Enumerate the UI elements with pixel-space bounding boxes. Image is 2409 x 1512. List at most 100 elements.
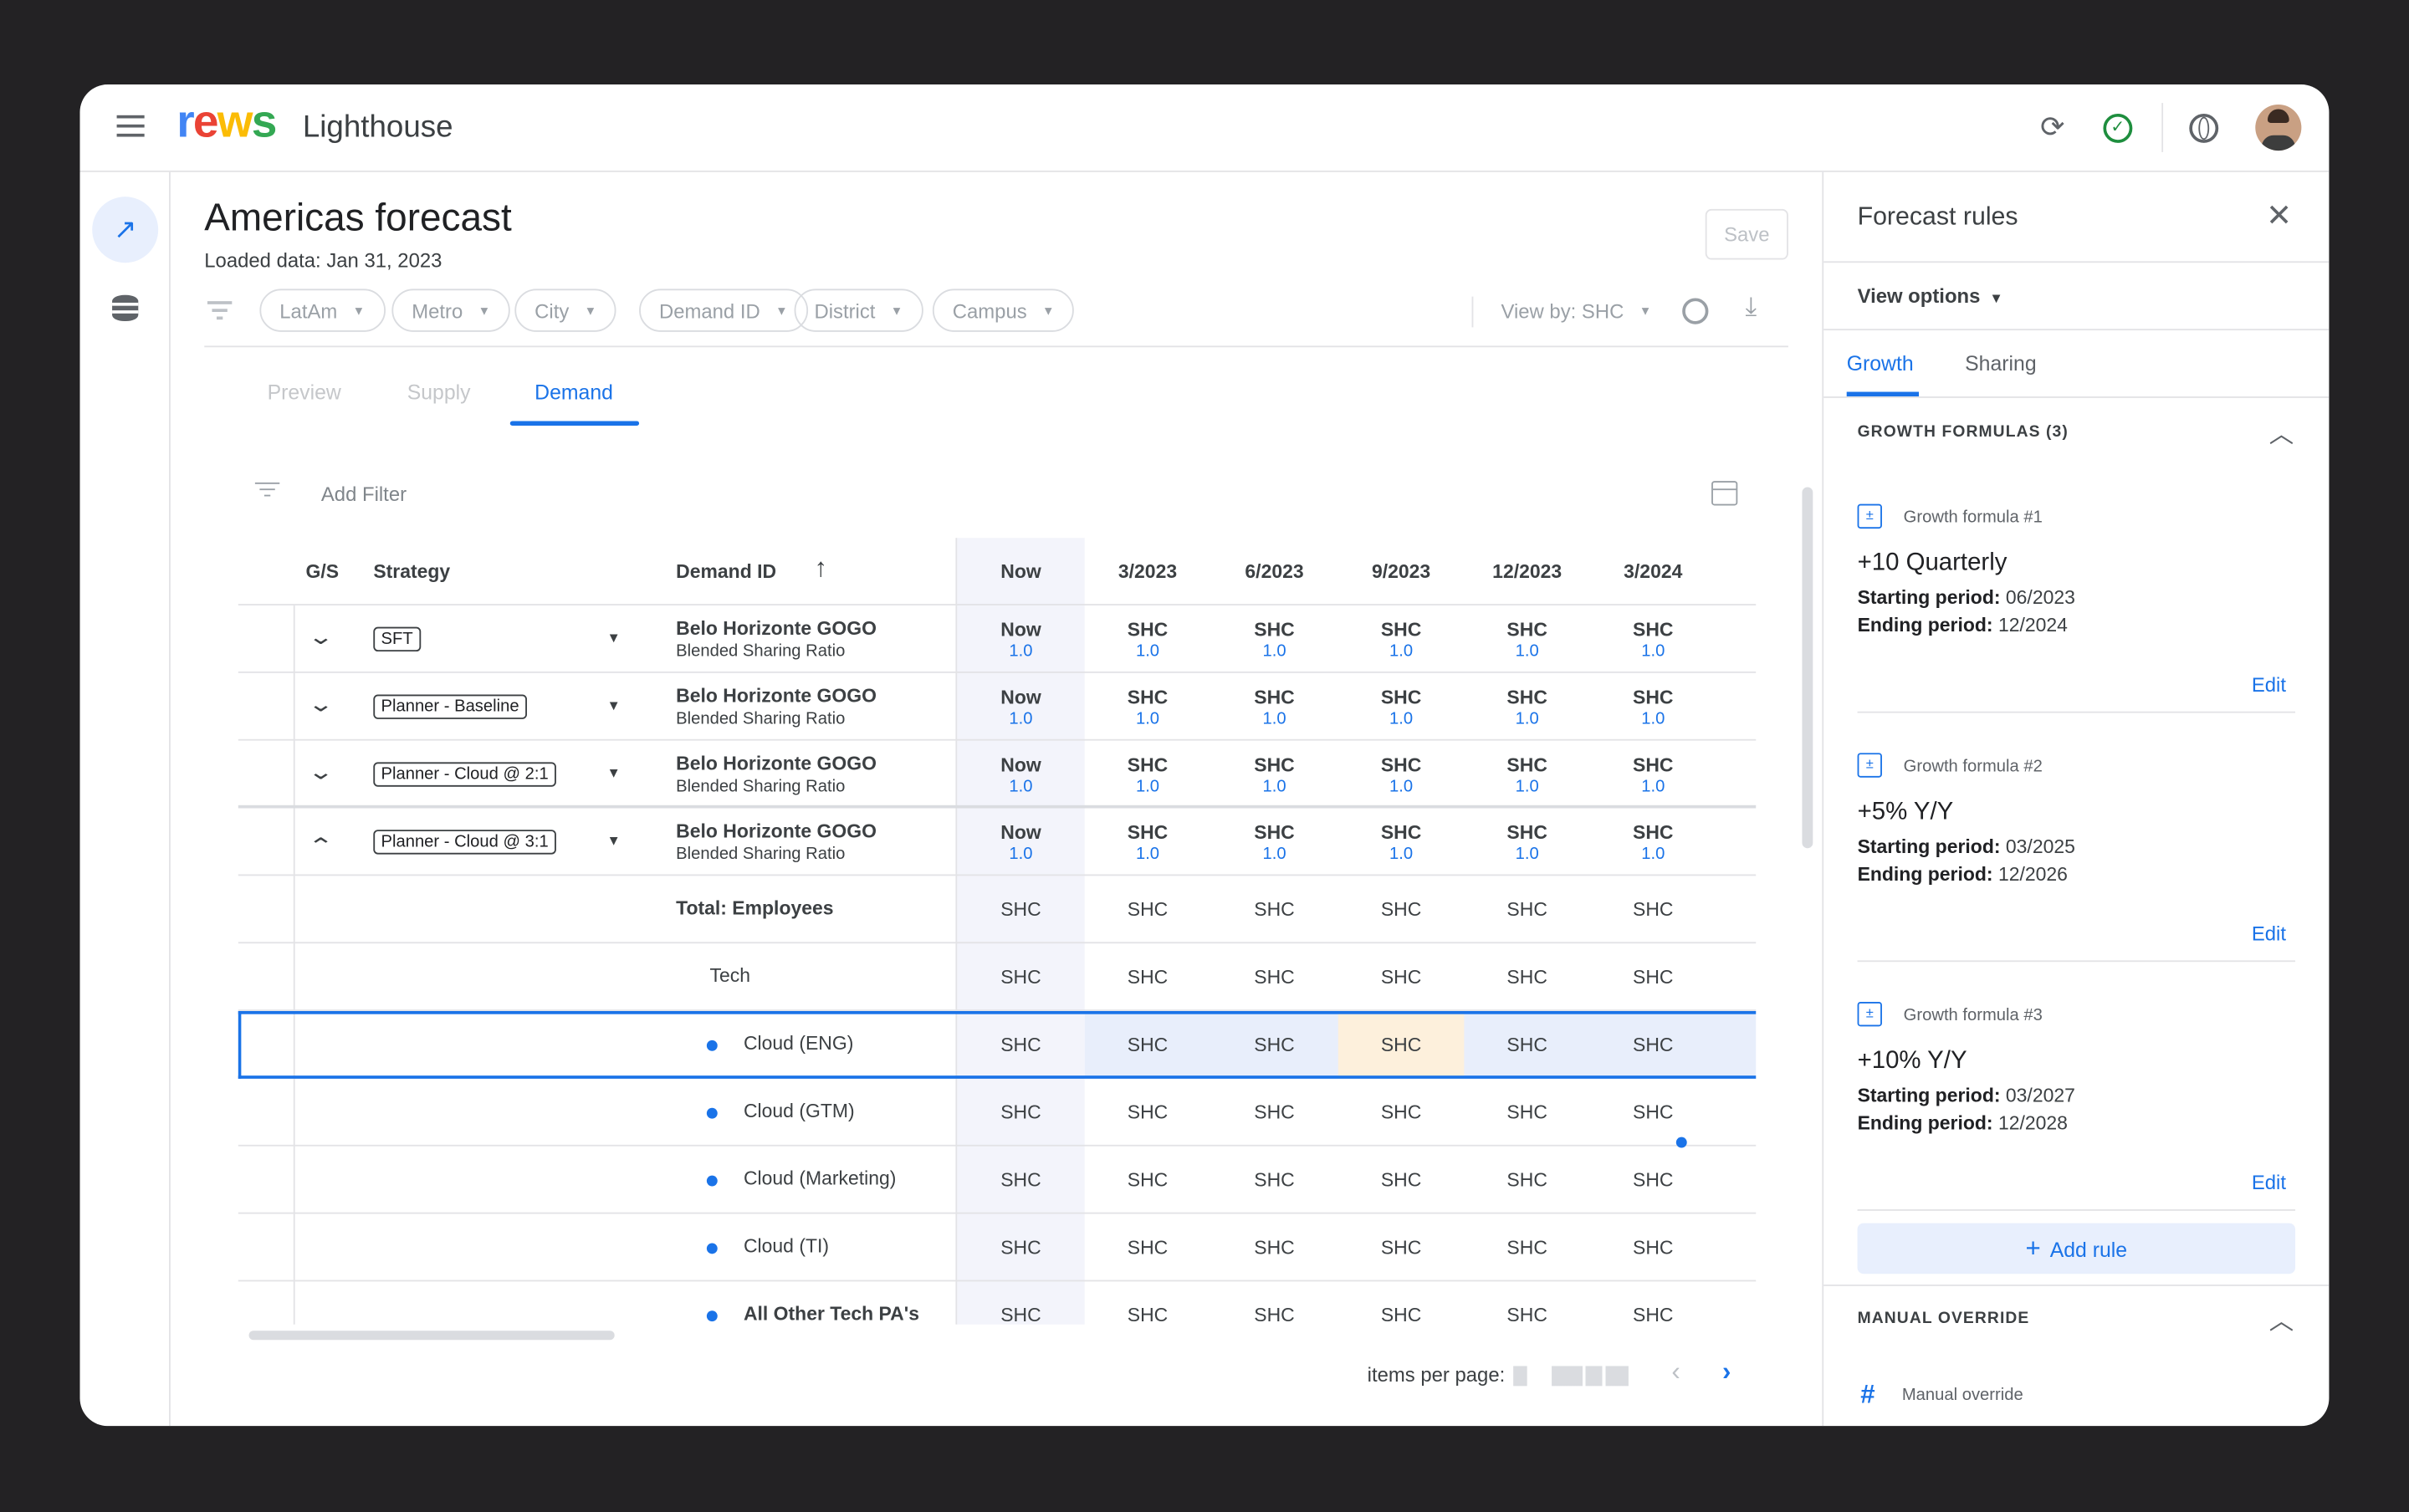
strategy-dropdown-icon[interactable]: ▼: [606, 832, 621, 849]
column-header-6[interactable]: 6: [1716, 538, 1757, 605]
edit-button[interactable]: Edit: [2251, 922, 2287, 946]
collapse-icon[interactable]: ︿: [2268, 422, 2294, 449]
filter-chip-district[interactable]: District ▼: [794, 289, 923, 332]
strategy-dropdown-icon[interactable]: ▼: [606, 765, 621, 781]
column-header-g-s[interactable]: G/S: [305, 560, 340, 583]
table-cell[interactable]: SHC 1.0: [1210, 741, 1337, 809]
filter-chip-latam[interactable]: LatAm ▼: [259, 289, 386, 332]
table-cell[interactable]: SHC: [1338, 1079, 1465, 1147]
table-cell[interactable]: SHC: [957, 876, 1084, 943]
table-cell[interactable]: SHC: [1590, 1011, 1716, 1079]
table-row[interactable]: All Other Tech PA's SHC SHC SHC SHC SHC SHC: [238, 1281, 1757, 1325]
table-cell[interactable]: SHC: [1210, 1281, 1337, 1325]
items-per-page-select[interactable]: [1513, 1366, 1527, 1387]
table-cell[interactable]: SHC: [1338, 1147, 1465, 1214]
close-icon[interactable]: ✕: [2266, 199, 2292, 234]
table-cell[interactable]: SHC: [1590, 1147, 1716, 1214]
table-cell[interactable]: SHC: [1085, 1147, 1211, 1214]
table-cell[interactable]: SHC: [1210, 943, 1337, 1011]
table-cell[interactable]: SHC: [1590, 1079, 1716, 1147]
column-header-now[interactable]: Now: [1000, 560, 1041, 583]
table-filter-icon[interactable]: [254, 482, 280, 497]
horizontal-scrollbar[interactable]: [248, 1331, 615, 1341]
next-page-button[interactable]: ›: [1721, 1356, 1731, 1387]
vertical-scrollbar[interactable]: [1802, 487, 1813, 849]
table-cell[interactable]: SHC: [1590, 876, 1716, 943]
table-row[interactable]: Total: Employees SHC SHC SHC SHC SHC SHC: [238, 876, 1757, 944]
prev-page-button[interactable]: ‹: [1671, 1356, 1680, 1387]
table-cell[interactable]: SHC: [957, 1079, 1084, 1147]
edit-button[interactable]: Edit: [2251, 672, 2287, 697]
expand-chevron-icon[interactable]: ⌄: [307, 623, 335, 649]
table-columns-icon[interactable]: [1711, 481, 1738, 506]
expand-chevron-icon[interactable]: ⌄: [307, 691, 335, 717]
table-cell[interactable]: SHC: [1464, 1079, 1590, 1147]
expand-chevron-icon[interactable]: ⌃: [307, 832, 335, 858]
table-cell[interactable]: SHC: [1210, 1214, 1337, 1282]
table-cell[interactable]: SHC 1.0: [1085, 808, 1211, 876]
table-cell[interactable]: SHC: [1590, 943, 1716, 1011]
table-cell[interactable]: SHC 1.0: [1210, 673, 1337, 741]
filter-icon[interactable]: [207, 301, 233, 320]
table-cell[interactable]: SHC: [1085, 1214, 1211, 1282]
table-cell[interactable]: SHC 1.0: [1338, 808, 1465, 876]
table-row[interactable]: Cloud (Marketing) SHC SHC SHC SHC SHC SHC: [238, 1147, 1757, 1214]
table-cell[interactable]: SHC 1.0: [1590, 741, 1716, 809]
table-cell[interactable]: Now 1.0: [957, 808, 1084, 876]
table-row[interactable]: Tech SHC SHC SHC SHC SHC SHC: [238, 943, 1757, 1012]
table-cell[interactable]: SHC: [1210, 1147, 1337, 1214]
table-cell[interactable]: SHC: [1210, 1079, 1337, 1147]
table-cell[interactable]: SHC 1.0: [1338, 741, 1465, 809]
table-cell[interactable]: SHC: [1464, 943, 1590, 1011]
table-cell[interactable]: SHC: [1338, 1214, 1465, 1282]
table-cell[interactable]: SHC 1.0: [1085, 673, 1211, 741]
table-cell[interactable]: SHC: [1590, 1214, 1716, 1282]
table-cell[interactable]: Now 1.0: [957, 605, 1084, 673]
filter-chip-demand-id[interactable]: Demand ID ▼: [639, 289, 808, 332]
column-header-9-2023[interactable]: 9/2023: [1371, 560, 1431, 583]
table-cell[interactable]: SHC: [957, 1147, 1084, 1214]
column-header-12-2023[interactable]: 12/2023: [1492, 560, 1563, 583]
table-cell[interactable]: SHC: [1464, 1147, 1590, 1214]
column-header-3-2023[interactable]: 3/2023: [1118, 560, 1178, 583]
view-by-select[interactable]: View by: SHC ▼: [1501, 299, 1651, 323]
filter-chip-city[interactable]: City ▼: [514, 289, 617, 332]
table-cell[interactable]: SHC 1.0: [1464, 605, 1590, 673]
table-cell[interactable]: SHC: [1338, 1011, 1465, 1079]
table-cell[interactable]: SHC: [1085, 943, 1211, 1011]
table-cell[interactable]: SHC: [957, 1281, 1084, 1325]
table-cell[interactable]: SHC: [1085, 1011, 1211, 1079]
table-cell[interactable]: SHC: [1338, 1281, 1465, 1325]
tab-supply[interactable]: Supply: [407, 381, 471, 405]
tab-preview[interactable]: Preview: [267, 381, 341, 405]
manual-override-item[interactable]: Manual override: [1901, 1386, 2023, 1405]
filter-chip-metro[interactable]: Metro ▼: [391, 289, 511, 332]
table-cell[interactable]: SHC: [1085, 876, 1211, 943]
table-row[interactable]: ⌃ Planner - Cloud @ 3:1 ▼ Belo Horizonte GO…: [238, 808, 1757, 876]
table-cell[interactable]: SHC: [1590, 1281, 1716, 1325]
table-cell[interactable]: SHC 1.0: [1085, 605, 1211, 673]
table-cell[interactable]: SHC 1.0: [1210, 808, 1337, 876]
table-cell[interactable]: SHC: [1464, 1281, 1590, 1325]
expand-chevron-icon[interactable]: ⌄: [307, 759, 335, 784]
nav-forecast-trend-icon[interactable]: ↗: [92, 197, 159, 263]
table-cell[interactable]: Now 1.0: [957, 741, 1084, 809]
table-cell[interactable]: SHC 1.0: [1464, 673, 1590, 741]
tab-growth[interactable]: Growth: [1846, 351, 1914, 375]
table-row[interactable]: Cloud (GTM) SHC SHC SHC SHC SHC SHC: [238, 1079, 1757, 1147]
globe-icon[interactable]: [2189, 113, 2219, 143]
table-row[interactable]: Cloud (TI) SHC SHC SHC SHC SHC SHC: [238, 1214, 1757, 1282]
table-row[interactable]: Cloud (ENG) SHC SHC SHC SHC SHC SHC: [238, 1011, 1757, 1079]
download-icon[interactable]: ⤓: [1745, 292, 1757, 322]
table-cell[interactable]: SHC: [1210, 1011, 1337, 1079]
table-row[interactable]: ⌄ Planner - Baseline ▼ Belo Horizonte GOGO B…: [238, 673, 1757, 741]
table-cell[interactable]: SHC: [1464, 1011, 1590, 1079]
table-cell[interactable]: SHC 1.0: [1464, 808, 1590, 876]
table-cell[interactable]: SHC: [1085, 1079, 1211, 1147]
nav-database-icon[interactable]: [112, 294, 139, 322]
save-button[interactable]: Save: [1705, 208, 1788, 260]
table-cell[interactable]: SHC 1.0: [1590, 673, 1716, 741]
table-cell[interactable]: SHC: [1464, 876, 1590, 943]
add-filter-input[interactable]: Add Filter: [320, 482, 407, 506]
sort-ascending-icon[interactable]: ↑: [814, 553, 828, 583]
